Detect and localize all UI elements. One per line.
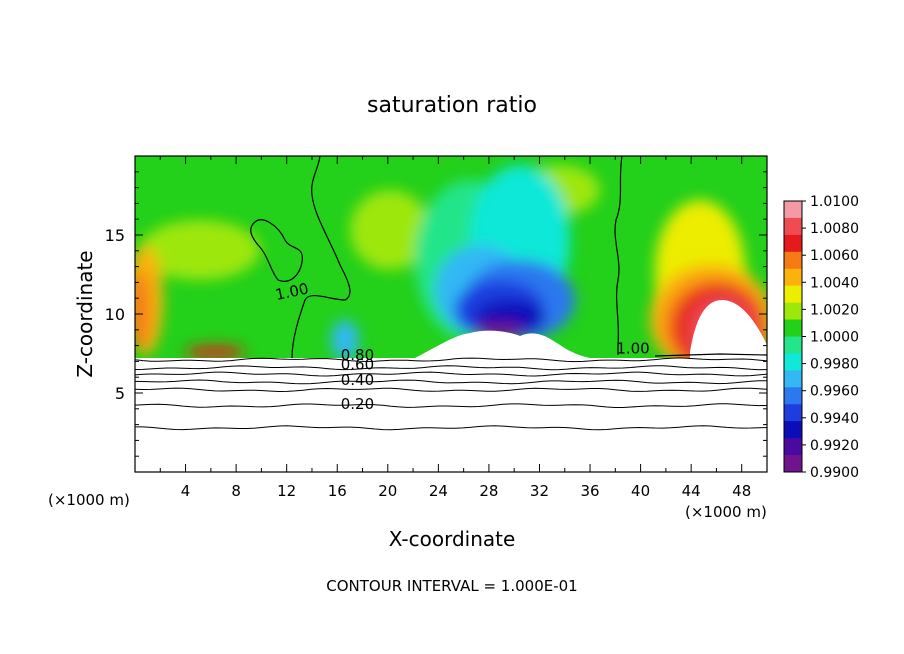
contour-label: 1.00 xyxy=(616,340,649,358)
contour-line-0.8 xyxy=(135,357,767,363)
colorbar-segment xyxy=(784,353,802,371)
x-axis: 4 8 12 16 20 24 28 32 36 40 44 48 xyxy=(159,156,751,500)
y-tick-label: 15 xyxy=(105,226,125,245)
colorbar-label: 1.0020 xyxy=(810,302,859,318)
colorbar-segment xyxy=(784,336,802,354)
contour-label: 0.80 xyxy=(341,346,374,364)
x-tick-label: 8 xyxy=(231,482,241,500)
colorbar-segment xyxy=(784,234,802,253)
x-unit-right: (×1000 m) xyxy=(685,503,767,521)
colorbar-label: 1.0060 xyxy=(810,248,859,264)
contour-label: 0.40 xyxy=(341,371,374,389)
contour-1.00-right-low xyxy=(654,353,767,357)
colorbar-segment xyxy=(784,421,802,439)
contour-interval-note: CONTOUR INTERVAL = 1.000E-01 xyxy=(326,577,577,595)
contour-1.00-right xyxy=(614,156,623,355)
colorbar-segment xyxy=(784,201,802,219)
colorbar-segment xyxy=(784,319,802,337)
contour-label: 0.20 xyxy=(341,395,374,413)
contour-line-0.5 xyxy=(135,371,767,377)
colorbar-label: 0.9940 xyxy=(810,411,859,427)
y-axis: 5 10 15 xyxy=(105,171,767,457)
x-tick-label: 44 xyxy=(682,482,701,500)
x-axis-label: X-coordinate xyxy=(389,527,516,551)
x-unit-left: (×1000 m) xyxy=(48,491,130,509)
colorbar-label: 1.0000 xyxy=(810,330,859,346)
x-tick-label: 16 xyxy=(328,482,347,500)
x-tick-label: 20 xyxy=(378,482,397,500)
x-tick-label: 4 xyxy=(181,482,191,500)
x-tick-label: 48 xyxy=(732,482,751,500)
x-tick-label: 32 xyxy=(530,482,549,500)
contour-line-0.4 xyxy=(135,379,767,385)
below-terrain-area xyxy=(135,358,767,472)
colorbar-label: 1.0080 xyxy=(810,221,859,237)
colorbar-label: 1.0100 xyxy=(810,194,859,210)
colorbar-segment xyxy=(784,387,802,405)
terrain-mask-right xyxy=(690,300,767,360)
x-tick-label: 36 xyxy=(580,482,599,500)
x-tick-label: 28 xyxy=(479,482,498,500)
colorbar-segment xyxy=(784,285,802,304)
colorbar-segment xyxy=(784,370,802,388)
colorbar: 1.0100 1.0080 1.0060 1.0040 1.0020 1.0000 0.99… xyxy=(783,194,859,481)
contour-line-0.6 xyxy=(135,365,767,371)
contour-label: 0.60 xyxy=(341,355,374,373)
colorbar-label: 1.0040 xyxy=(810,275,859,291)
x-tick-label: 24 xyxy=(429,482,448,500)
contour-line-0.2 xyxy=(135,403,767,408)
y-axis-label: Z-coordinate xyxy=(73,250,97,377)
contour-line-0.1 xyxy=(135,425,767,431)
colorbar-label: 0.9900 xyxy=(810,465,859,481)
contour-1.00-loop xyxy=(250,219,303,282)
colorbar-segment xyxy=(784,217,802,236)
colorbar-segment xyxy=(784,455,802,473)
colorbar-segment xyxy=(784,404,802,422)
colorbar-segment xyxy=(784,268,802,287)
terrain-mask-middle xyxy=(415,330,590,358)
colorbar-segment xyxy=(784,302,802,321)
x-tick-label: 40 xyxy=(631,482,650,500)
heatmap-field xyxy=(135,156,767,472)
contour-line-0.3 xyxy=(135,387,767,393)
y-tick-label: 5 xyxy=(115,384,125,403)
chart-title: saturation ratio xyxy=(367,93,537,118)
contour-1.00-left xyxy=(291,156,351,359)
x-tick-label: 12 xyxy=(277,482,296,500)
colorbar-label: 0.9960 xyxy=(810,384,859,400)
colorbar-label: 0.9920 xyxy=(810,438,859,454)
colorbar-label: 0.9980 xyxy=(810,357,859,373)
contour-lines xyxy=(250,156,767,359)
subsat-contours xyxy=(135,357,767,431)
colorbar-segment xyxy=(784,438,802,456)
y-tick-label: 10 xyxy=(105,305,125,324)
colorbar-segment xyxy=(784,251,802,270)
